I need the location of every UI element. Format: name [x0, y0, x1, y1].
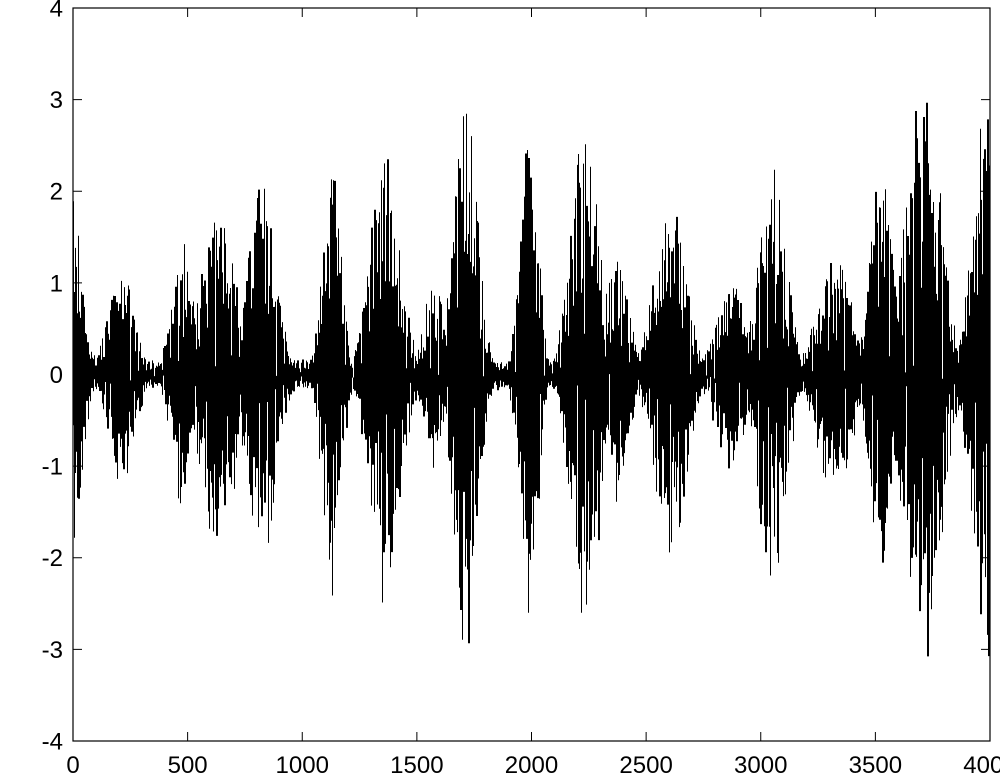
x-tick-label: 3500 — [849, 752, 902, 779]
y-tick-label: -4 — [42, 728, 63, 755]
y-tick-label: 1 — [50, 270, 63, 297]
signal-trace — [74, 103, 990, 657]
y-tick-label: -1 — [42, 454, 63, 481]
y-tick-label: 0 — [50, 362, 63, 389]
x-tick-label: 4000 — [963, 752, 1000, 779]
signal-chart: 0 500 1000 1500 2000 2500 3000 3500 4000 -4 -3 -2 -1… — [0, 0, 1000, 783]
x-tick-label: 0 — [66, 752, 79, 779]
y-tick-label: 2 — [50, 179, 63, 206]
y-tick-label: -2 — [42, 545, 63, 572]
y-tick-label: -3 — [42, 637, 63, 664]
x-tick-label: 3000 — [734, 752, 787, 779]
x-tick-label: 1500 — [390, 752, 443, 779]
x-tick-label: 500 — [168, 752, 208, 779]
waveform — [74, 103, 990, 657]
y-tick-label: 4 — [50, 0, 63, 22]
y-tick-label: 3 — [50, 87, 63, 114]
x-tick-label: 2000 — [505, 752, 558, 779]
x-tick-label: 2500 — [619, 752, 672, 779]
x-tick-label: 1000 — [276, 752, 329, 779]
